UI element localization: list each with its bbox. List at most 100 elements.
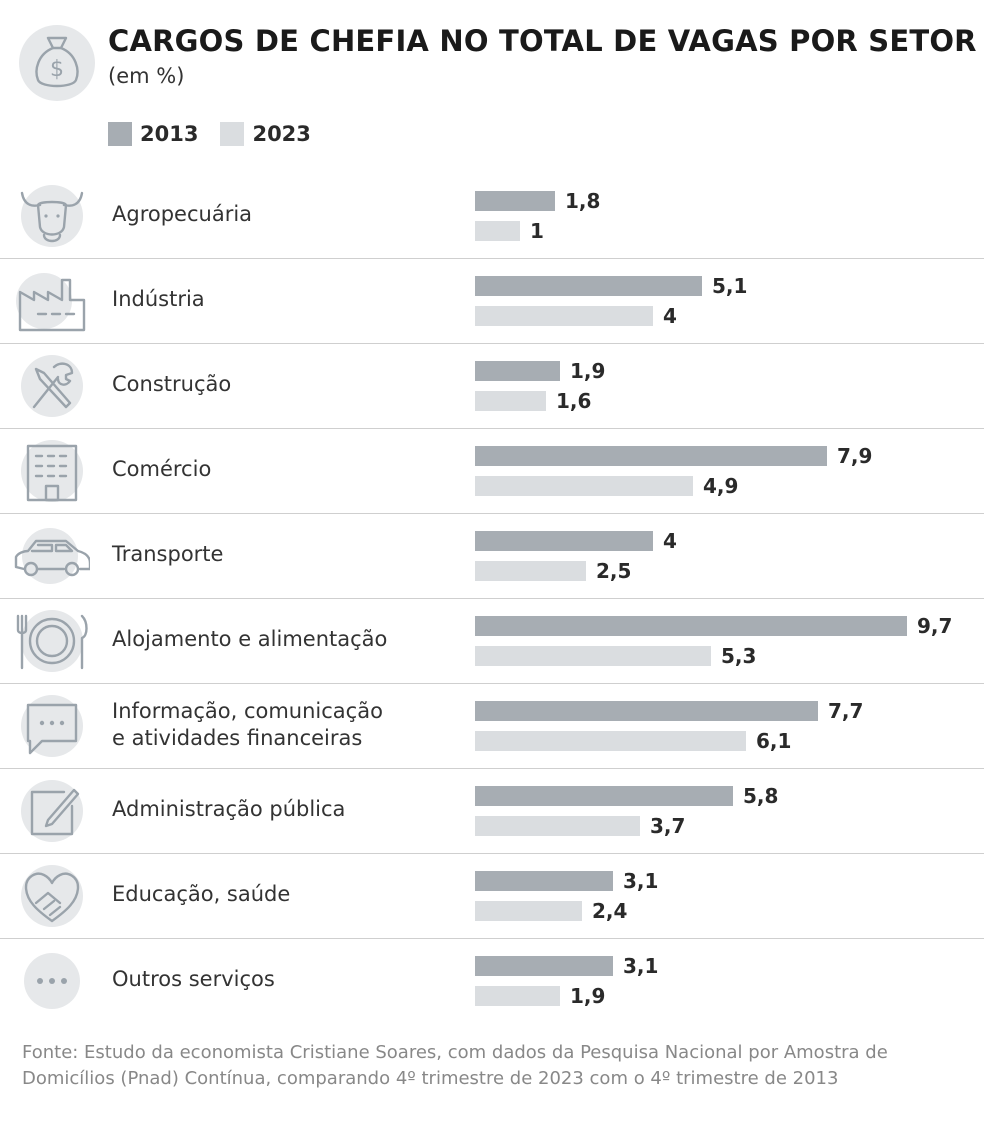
value-label-2013: 4: [663, 529, 677, 553]
value-label-2023: 4,9: [703, 474, 739, 498]
value-label-2023: 6,1: [756, 729, 792, 753]
row-divider: [0, 343, 984, 344]
category-label: Alojamento e alimentação: [112, 626, 387, 653]
value-label-2013: 3,1: [623, 869, 659, 893]
category-label: Informação, comunicação e atividades fina…: [112, 698, 383, 752]
row-divider: [0, 683, 984, 684]
value-label-2013: 3,1: [623, 954, 659, 978]
bar-2013: [475, 616, 907, 636]
bar-2013: [475, 956, 613, 976]
chart-title: CARGOS DE CHEFIA NO TOTAL DE VAGAS POR S…: [108, 24, 977, 58]
bar-2023: [475, 221, 520, 241]
category-row: Indústria 5,1 4: [0, 259, 984, 344]
building-icon: [21, 440, 83, 502]
row-divider: [0, 853, 984, 854]
category-label-line: Transporte: [112, 542, 224, 566]
pencil-note-icon: [21, 780, 83, 842]
bar-2013: [475, 446, 827, 466]
bar-2023: [475, 391, 546, 411]
bar-2023: [475, 731, 746, 751]
category-label: Administração pública: [112, 796, 345, 823]
category-row: Alojamento e alimentação 9,7 5,3: [0, 599, 984, 684]
category-row: Agropecuária 1,8 1: [0, 174, 984, 259]
bar-2023: [475, 986, 560, 1006]
row-divider: [0, 768, 984, 769]
row-divider: [0, 428, 984, 429]
source-note: Fonte: Estudo da economista Cristiane So…: [22, 1042, 888, 1089]
plate-cutlery-icon: [16, 610, 88, 672]
category-label: Transporte: [112, 541, 223, 568]
category-label: Outros serviços: [112, 966, 275, 993]
category-label-line: Comércio: [112, 457, 212, 481]
ellipsis-icon: [24, 953, 80, 1009]
value-label-2023: 1,9: [570, 984, 606, 1008]
category-label-line: Informação, comunicação: [112, 699, 383, 723]
row-divider: [0, 938, 984, 939]
category-row: Outros serviços 3,1 1,9: [0, 939, 984, 1024]
value-label-2013: 1,9: [570, 359, 606, 383]
category-label-line: Outros serviços: [112, 967, 275, 991]
bar-2013: [475, 361, 560, 381]
value-label-2013: 7,9: [837, 444, 873, 468]
category-label: Comércio: [112, 456, 211, 483]
legend: 2013 2023: [108, 120, 333, 148]
bar-2023: [475, 646, 711, 666]
legend-label-2013: 2013: [140, 122, 199, 146]
category-row: Transporte 4 2,5: [0, 514, 984, 599]
row-divider: [0, 598, 984, 599]
value-label-2023: 1,6: [556, 389, 592, 413]
category-label-line: Educação, saúde: [112, 882, 291, 906]
value-label-2023: 5,3: [721, 644, 757, 668]
value-label-2013: 7,7: [828, 699, 864, 723]
value-label-2023: 2,5: [596, 559, 632, 583]
category-row: Construção 1,9 1,6: [0, 344, 984, 429]
value-label-2013: 5,1: [712, 274, 748, 298]
legend-swatch-2023: [220, 122, 245, 146]
value-label-2023: 2,4: [592, 899, 628, 923]
factory-icon: [16, 273, 86, 332]
bar-2013: [475, 531, 653, 551]
value-label-2023: 1: [530, 219, 544, 243]
category-row: Comércio 7,9 4,9: [0, 429, 984, 514]
category-label: Indústria: [112, 286, 205, 313]
legend-item-2023: 2023: [220, 122, 311, 146]
category-label: Educação, saúde: [112, 881, 290, 908]
bar-2023: [475, 306, 653, 326]
category-label-line: e atividades financeiras: [112, 726, 363, 750]
category-label-line: Alojamento e alimentação: [112, 627, 388, 651]
category-row: Administração pública 5,8 3,7: [0, 769, 984, 854]
category-label: Agropecuária: [112, 201, 252, 228]
bar-2023: [475, 561, 586, 581]
row-divider: [0, 513, 984, 514]
legend-label-2023: 2023: [252, 122, 311, 146]
legend-item-2013: 2013: [108, 122, 198, 146]
value-label-2013: 5,8: [743, 784, 779, 808]
category-row: Informação, comunicação e atividades fina…: [0, 684, 984, 769]
category-label-line: Administração pública: [112, 797, 346, 821]
bar-2023: [475, 816, 640, 836]
row-divider: [0, 258, 984, 259]
wrench-screwdriver-icon: [21, 355, 83, 417]
category-label-line: Indústria: [112, 287, 205, 311]
bar-2013: [475, 871, 613, 891]
bull-icon: [20, 185, 84, 247]
category-label-line: Construção: [112, 372, 232, 396]
category-label-line: Agropecuária: [112, 202, 253, 226]
value-label-2013: 9,7: [917, 614, 953, 638]
bar-2013: [475, 701, 818, 721]
bar-2023: [475, 901, 582, 921]
value-label-2013: 1,8: [565, 189, 601, 213]
bar-chart: Agropecuária 1,8 1 Indústria 5,1 4 Construçã…: [0, 174, 984, 1024]
svg-text:$: $: [50, 57, 64, 82]
chart-subtitle: (em %): [108, 64, 185, 88]
bar-2013: [475, 191, 555, 211]
category-row: Educação, saúde 3,1 2,4: [0, 854, 984, 939]
value-label-2023: 3,7: [650, 814, 686, 838]
bar-2013: [475, 276, 702, 296]
heart-handshake-icon: [21, 865, 83, 927]
legend-swatch-2013: [108, 122, 132, 146]
bar-2013: [475, 786, 733, 806]
category-label: Construção: [112, 371, 231, 398]
money-bag-icon: $: [19, 25, 95, 101]
value-label-2023: 4: [663, 304, 677, 328]
